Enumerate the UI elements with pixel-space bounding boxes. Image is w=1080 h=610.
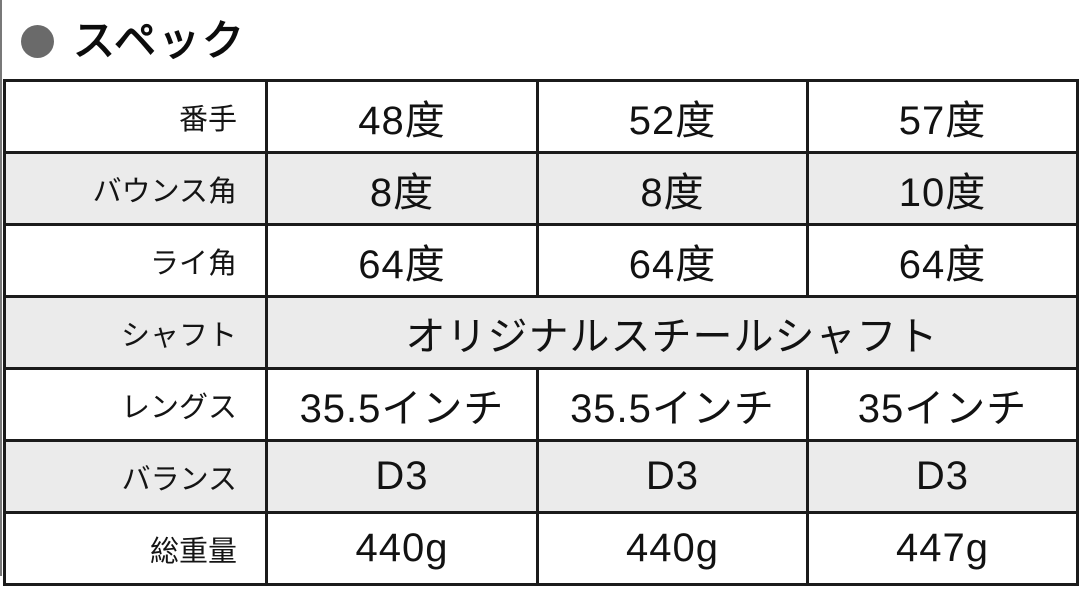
row-label: 総重量: [3, 511, 268, 586]
spec-value: 8度: [265, 151, 539, 226]
row-label: レングス: [3, 367, 268, 442]
row-label: 番手: [3, 79, 268, 154]
spec-value: 35.5インチ: [536, 367, 809, 442]
spec-value-merged: オリジナルスチールシャフト: [265, 295, 1079, 370]
spec-value: 64度: [265, 223, 539, 298]
spec-value: 8度: [536, 151, 809, 226]
spec-value: D3: [536, 439, 809, 514]
photo-edge-line: [0, 0, 2, 576]
row-label: シャフト: [3, 295, 268, 370]
row-label: バランス: [3, 439, 268, 514]
spec-value: 52度: [536, 79, 809, 154]
spec-value: 35.5インチ: [265, 367, 539, 442]
spec-value: 10度: [806, 151, 1079, 226]
row-label: ライ角: [3, 223, 268, 298]
spec-value: D3: [806, 439, 1079, 514]
spec-row-total-weight: 総重量 440g 440g 447g: [3, 511, 1079, 586]
spec-row-balance: バランス D3 D3 D3: [3, 439, 1079, 514]
spec-row-lie-angle: ライ角 64度 64度 64度: [3, 223, 1079, 298]
spec-row-bounce-angle: バウンス角 8度 8度 10度: [3, 151, 1079, 226]
spec-row-club-number: 番手 48度 52度 57度: [3, 79, 1079, 154]
spec-value: 447g: [806, 511, 1079, 586]
bullet-icon: [21, 24, 54, 58]
spec-row-shaft: シャフト オリジナルスチールシャフト: [3, 295, 1079, 370]
spec-value: D3: [265, 439, 539, 514]
spec-value: 35インチ: [806, 367, 1079, 442]
section-header: スペック: [21, 20, 246, 62]
spec-value: 64度: [806, 223, 1079, 298]
spec-row-length: レングス 35.5インチ 35.5インチ 35インチ: [3, 367, 1079, 442]
spec-value: 440g: [536, 511, 809, 586]
spec-table: 番手 48度 52度 57度 バウンス角 8度 8度 10度 ライ角 64度 6…: [3, 79, 1079, 586]
spec-value: 48度: [265, 79, 539, 154]
spec-value: 57度: [806, 79, 1079, 154]
row-label: バウンス角: [3, 151, 268, 226]
spec-value: 64度: [536, 223, 809, 298]
page-title: スペック: [73, 17, 247, 64]
spec-value: 440g: [265, 511, 539, 586]
